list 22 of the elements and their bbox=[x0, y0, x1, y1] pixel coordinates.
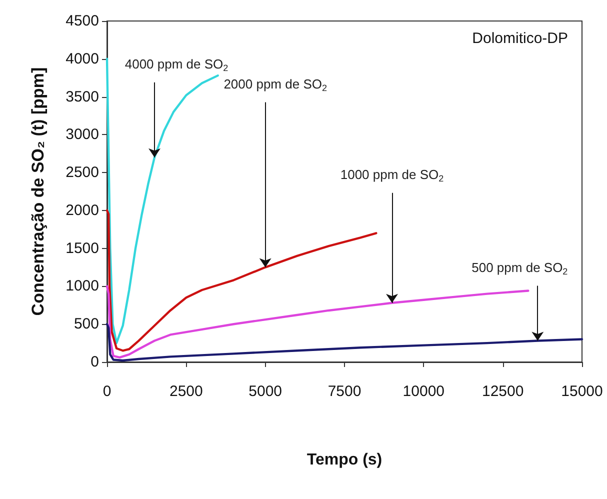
y-tick-label: 3000 bbox=[66, 126, 99, 144]
x-axis-title: Tempo (s) bbox=[306, 452, 382, 468]
annotation: Dolomitico-DP bbox=[472, 30, 568, 47]
x-tick-label: 15000 bbox=[561, 383, 603, 400]
line-series bbox=[106, 285, 530, 359]
y-tick-label: 4500 bbox=[66, 12, 99, 30]
y-tick-label: 2000 bbox=[66, 202, 99, 219]
y-tick-label: 1500 bbox=[66, 240, 99, 257]
y-tick-label: 0 bbox=[90, 354, 99, 370]
y-tick-label: 1000 bbox=[66, 278, 99, 295]
y-tick-label: 3500 bbox=[66, 88, 99, 106]
y-axis-title: Concentração de SO₂ (t) [ppm] bbox=[28, 67, 48, 316]
x-tick-label: 12500 bbox=[482, 383, 524, 400]
x-tick-label: 10000 bbox=[402, 383, 445, 400]
y-tick-label: 2500 bbox=[66, 164, 99, 182]
line-series bbox=[106, 209, 378, 352]
x-tick-label: 0 bbox=[102, 383, 112, 400]
x-tick-label: 2500 bbox=[169, 383, 203, 400]
x-tick-label: 7500 bbox=[328, 383, 362, 400]
x-tick-label: 5000 bbox=[248, 383, 282, 400]
y-tick-label: 500 bbox=[74, 316, 99, 333]
y-tick-label: 4000 bbox=[66, 50, 99, 68]
